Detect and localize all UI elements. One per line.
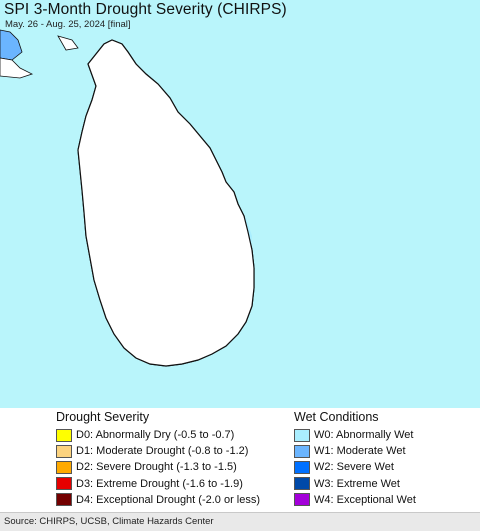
- swatch-w3: [294, 477, 310, 491]
- legend-label-w0: W0: Abnormally Wet: [314, 429, 414, 442]
- swatch-d0: [56, 428, 72, 442]
- legend-item-d3: D3: Extreme Drought (-1.6 to -1.9): [56, 476, 260, 492]
- map-title: SPI 3-Month Drought Severity (CHIRPS): [4, 1, 287, 18]
- islet: [57, 35, 79, 51]
- swatch-w2: [294, 460, 310, 474]
- swatch-w4: [294, 493, 310, 507]
- legend-item-w2: W2: Severe Wet: [294, 459, 416, 475]
- map-subtitle: May. 26 - Aug. 25, 2024 [final]: [5, 19, 131, 30]
- legend-item-d1: D1: Moderate Drought (-0.8 to -1.2): [56, 443, 260, 459]
- legend-item-d2: D2: Severe Drought (-1.3 to -1.5): [56, 459, 260, 475]
- drought-legend-list: D0: Abnormally Dry (-0.5 to -0.7) D1: Mo…: [56, 427, 260, 508]
- swatch-w0: [294, 428, 310, 442]
- legend: Drought Severity D0: Abnormally Dry (-0.…: [0, 408, 480, 512]
- map-svg: [0, 0, 480, 408]
- legend-item-w3: W3: Extreme Wet: [294, 476, 416, 492]
- source-footer: Source: CHIRPS, UCSB, Climate Hazards Ce…: [0, 512, 480, 531]
- legend-label-d1: D1: Moderate Drought (-0.8 to -1.2): [76, 445, 249, 458]
- legend-label-w1: W1: Moderate Wet: [314, 445, 406, 458]
- legend-item-d4: D4: Exceptional Drought (-2.0 or less): [56, 492, 260, 508]
- legend-label-d4: D4: Exceptional Drought (-2.0 or less): [76, 493, 261, 506]
- ocean: [0, 0, 480, 408]
- legend-item-d0: D0: Abnormally Dry (-0.5 to -0.7): [56, 427, 260, 443]
- legend-label-d2: D2: Severe Drought (-1.3 to -1.5): [76, 461, 237, 474]
- wet-legend-list: W0: Abnormally Wet W1: Moderate Wet W2: …: [294, 427, 416, 508]
- legend-label-d0: D0: Abnormally Dry (-0.5 to -0.7): [76, 429, 235, 442]
- wet-legend-heading: Wet Conditions: [294, 410, 379, 424]
- swatch-d2: [56, 460, 72, 474]
- legend-item-w1: W1: Moderate Wet: [294, 443, 416, 459]
- india-coast-south: [0, 57, 34, 79]
- swatch-d3: [56, 477, 72, 491]
- swatch-d4: [56, 493, 72, 507]
- source-text: Source: CHIRPS, UCSB, Climate Hazards Ce…: [4, 516, 214, 527]
- legend-item-w0: W0: Abnormally Wet: [294, 427, 416, 443]
- india-coast: [0, 29, 23, 61]
- legend-item-w4: W4: Exceptional Wet: [294, 492, 416, 508]
- legend-label-w4: W4: Exceptional Wet: [314, 493, 416, 506]
- legend-label-w2: W2: Severe Wet: [314, 461, 394, 474]
- legend-label-w3: W3: Extreme Wet: [314, 477, 400, 490]
- drought-map: SPI 3-Month Drought Severity (CHIRPS) Ma…: [0, 0, 480, 408]
- drought-legend-heading: Drought Severity: [56, 410, 150, 424]
- swatch-d1: [56, 444, 72, 458]
- swatch-w1: [294, 444, 310, 458]
- legend-label-d3: D3: Extreme Drought (-1.6 to -1.9): [76, 477, 243, 490]
